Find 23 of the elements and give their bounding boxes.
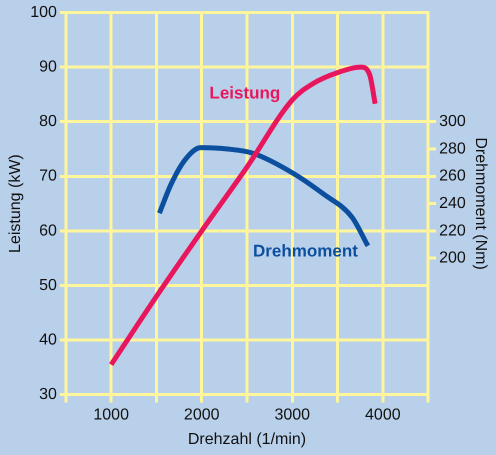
- y-tick-label: 70: [39, 168, 57, 185]
- y2-tick-label: 300: [439, 113, 466, 130]
- y-tick-label: 40: [39, 331, 57, 348]
- y-tick-label: 80: [39, 113, 57, 130]
- y2-tick-label: 220: [439, 222, 466, 240]
- x-tick-label: 4000: [365, 406, 401, 424]
- y-tick-label: 50: [39, 276, 57, 294]
- y-tick-label: 30: [39, 386, 57, 404]
- series-label: Leistung: [209, 84, 280, 103]
- y-axis-title: Leistung (kW): [7, 154, 24, 253]
- series-label: Drehmoment: [253, 242, 358, 261]
- y-tick-label: 100: [30, 4, 57, 22]
- y2-axis-title: Drehmoment (Nm): [472, 137, 489, 270]
- x-tick-label: 1000: [93, 406, 130, 424]
- y2-tick-label: 240: [439, 195, 466, 212]
- y-tick-label: 60: [39, 222, 57, 240]
- x-tick-label: 2000: [184, 406, 220, 424]
- y2-tick-label: 260: [439, 168, 466, 185]
- x-tick-label: 3000: [274, 406, 310, 424]
- y-tick-label: 90: [39, 58, 57, 76]
- y2-tick-label: 280: [439, 140, 466, 158]
- y2-tick-label: 200: [439, 250, 466, 267]
- x-axis-title: Drehzahl (1/min): [188, 430, 306, 448]
